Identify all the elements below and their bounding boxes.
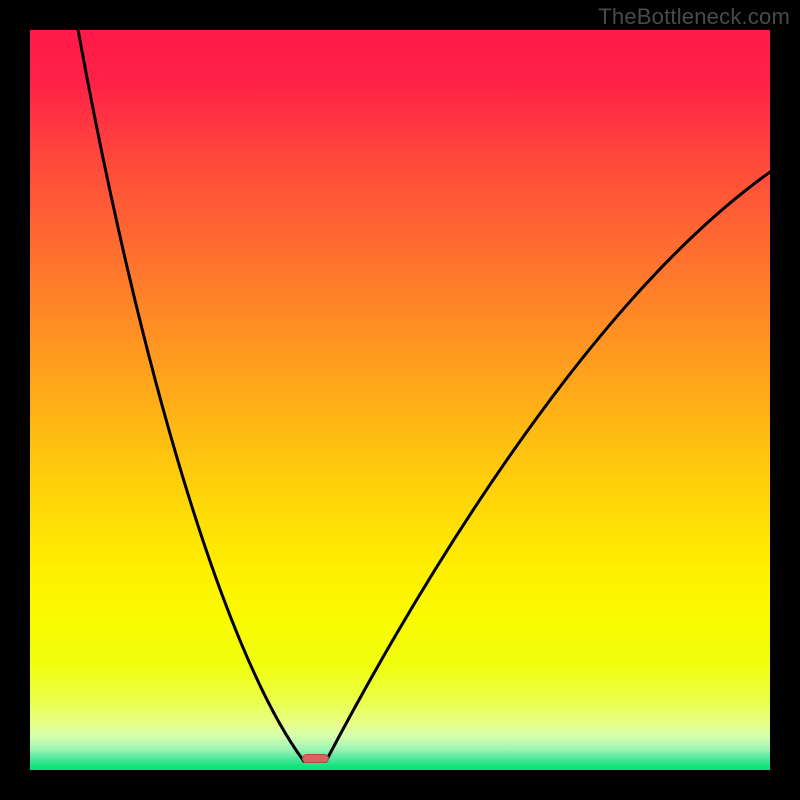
- minimum-marker: [302, 754, 329, 763]
- watermark-text: TheBottleneck.com: [598, 4, 790, 30]
- plot-frame: [30, 30, 770, 770]
- plot-inner: [30, 30, 770, 770]
- chart-container: TheBottleneck.com: [0, 0, 800, 800]
- bottleneck-curve: [30, 30, 770, 770]
- curve-path: [78, 30, 770, 761]
